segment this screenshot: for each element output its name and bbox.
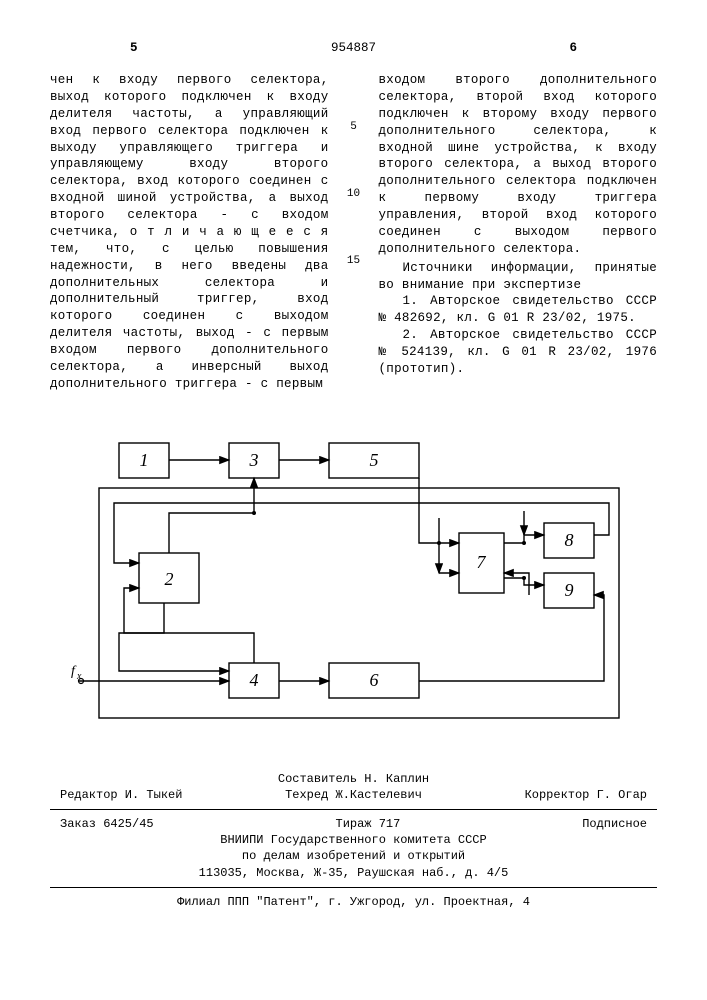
- org-line-1: ВНИИПИ Государственного комитета СССР: [50, 832, 657, 848]
- right-column: входом второго дополнительного селектора…: [379, 72, 658, 393]
- source-1: 1. Авторское свидетельство СССР № 482692…: [379, 293, 658, 327]
- line-num-5: 5: [347, 120, 361, 135]
- editor-row: Редактор И. Тыкей Техред Ж.Кастелевич Ко…: [50, 787, 657, 803]
- svg-text:3: 3: [248, 450, 258, 470]
- document-number: 954887: [331, 40, 376, 57]
- page-number-left: 5: [130, 40, 138, 57]
- text-columns: чен к входу первого селектора, выход кот…: [50, 72, 657, 393]
- divider-2: [50, 887, 657, 888]
- address-line: 113035, Москва, Ж-35, Раушская наб., д. …: [50, 865, 657, 881]
- branch-line: Филиал ППП "Патент", г. Ужгород, ул. Про…: [50, 894, 657, 910]
- left-para-1: чен к входу первого селектора, выход кот…: [50, 72, 329, 393]
- compiler-line: Составитель Н. Каплин: [50, 771, 657, 787]
- tech-editor: Техред Ж.Кастелевич: [285, 787, 422, 803]
- org-line-2: по делам изобретений и открытий: [50, 848, 657, 864]
- svg-text:7: 7: [476, 552, 486, 572]
- source-2: 2. Авторское свидетельство СССР № 524139…: [379, 327, 658, 378]
- svg-text:1: 1: [139, 450, 148, 470]
- line-num-10: 10: [347, 187, 361, 202]
- line-number-gutter: 5 10 15: [347, 72, 361, 393]
- tirage: Тираж 717: [336, 816, 401, 832]
- svg-text:5: 5: [369, 450, 378, 470]
- sources-title: Источники информации, принятые во вниман…: [379, 260, 658, 294]
- subscription: Подписное: [582, 816, 647, 832]
- svg-text:9: 9: [564, 580, 573, 600]
- order-number: Заказ 6425/45: [60, 816, 154, 832]
- line-num-15: 15: [347, 254, 361, 269]
- block-diagram: 1 2 3 4 5 6 7 8 9 f x: [50, 423, 657, 733]
- divider-1: [50, 809, 657, 810]
- corrector: Корректор Г. Огар: [525, 787, 647, 803]
- svg-text:4: 4: [249, 670, 258, 690]
- imprint-footer: Составитель Н. Каплин Редактор И. Тыкей …: [50, 771, 657, 910]
- left-column: чен к входу первого селектора, выход кот…: [50, 72, 329, 393]
- svg-text:2: 2: [164, 569, 173, 589]
- page-number-right: 6: [569, 40, 577, 57]
- page-header: 5 954887 6: [50, 40, 657, 64]
- order-row: Заказ 6425/45 Тираж 717 Подписное: [50, 816, 657, 832]
- svg-text:8: 8: [564, 530, 573, 550]
- editor: Редактор И. Тыкей: [60, 787, 182, 803]
- right-para-1: входом второго дополнительного селектора…: [379, 72, 658, 258]
- svg-text:6: 6: [369, 670, 378, 690]
